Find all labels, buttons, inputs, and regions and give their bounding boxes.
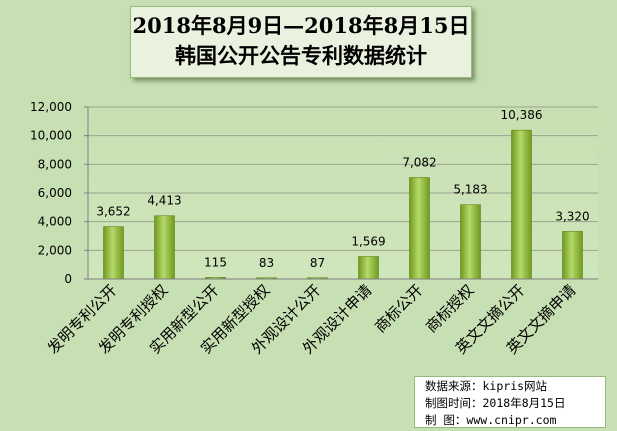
y-axis: 0 2,000 4,000 6,000 8,000 10,000 12,000 [30,100,89,286]
bar [562,231,583,280]
chart-date-line: 制图时间：2018年8月15日 [425,396,566,410]
x-axis: 发明专利公开发明专利授权实用新型公开实用新型授权外观设计公开外观设计申请商标公开… [44,278,598,357]
y-tick-label: 4,000 [38,215,72,229]
value-label: 5,183 [453,183,487,197]
value-label: 87 [310,256,325,270]
source-info: 数据来源：kipris网站 制图时间：2018年8月15日 制 图：www.cn… [414,376,606,428]
title-line-2: 韩国公开公告专利数据统计 [175,43,427,68]
bar [358,256,379,280]
y-tick-label: 12,000 [30,100,72,114]
chart-title: 2018年8月9日—2018年8月15日 韩国公开公告专利数据统计 [130,6,472,78]
value-label: 1,569 [351,235,385,249]
value-label: 115 [204,255,227,269]
y-tick-label: 0 [64,272,72,286]
bar [460,204,481,280]
bars: 3,652 4,413 115 83 87 1,569 7,082 5,183 10,386 3,… [96,108,590,280]
value-label: 83 [259,256,274,270]
value-label: 3,652 [96,205,130,219]
value-label: 3,320 [555,209,589,223]
y-tick-label: 8,000 [38,157,72,171]
value-label: 7,082 [402,155,436,169]
bar [154,215,175,280]
value-label: 10,386 [501,108,543,122]
bar [409,177,430,280]
y-tick-label: 6,000 [38,186,72,200]
bar [511,129,532,280]
category-label: 商标公开 [371,281,426,336]
author-line: 制 图：www.cnipr.com [425,413,557,427]
source-line: 数据来源：kipris网站 [425,379,548,393]
y-tick-label: 10,000 [30,129,72,143]
y-tick-label: 2,000 [38,243,72,257]
value-label: 4,413 [147,194,181,208]
title-line-1: 2018年8月9日—2018年8月15日 [132,13,470,38]
bar [103,226,124,280]
